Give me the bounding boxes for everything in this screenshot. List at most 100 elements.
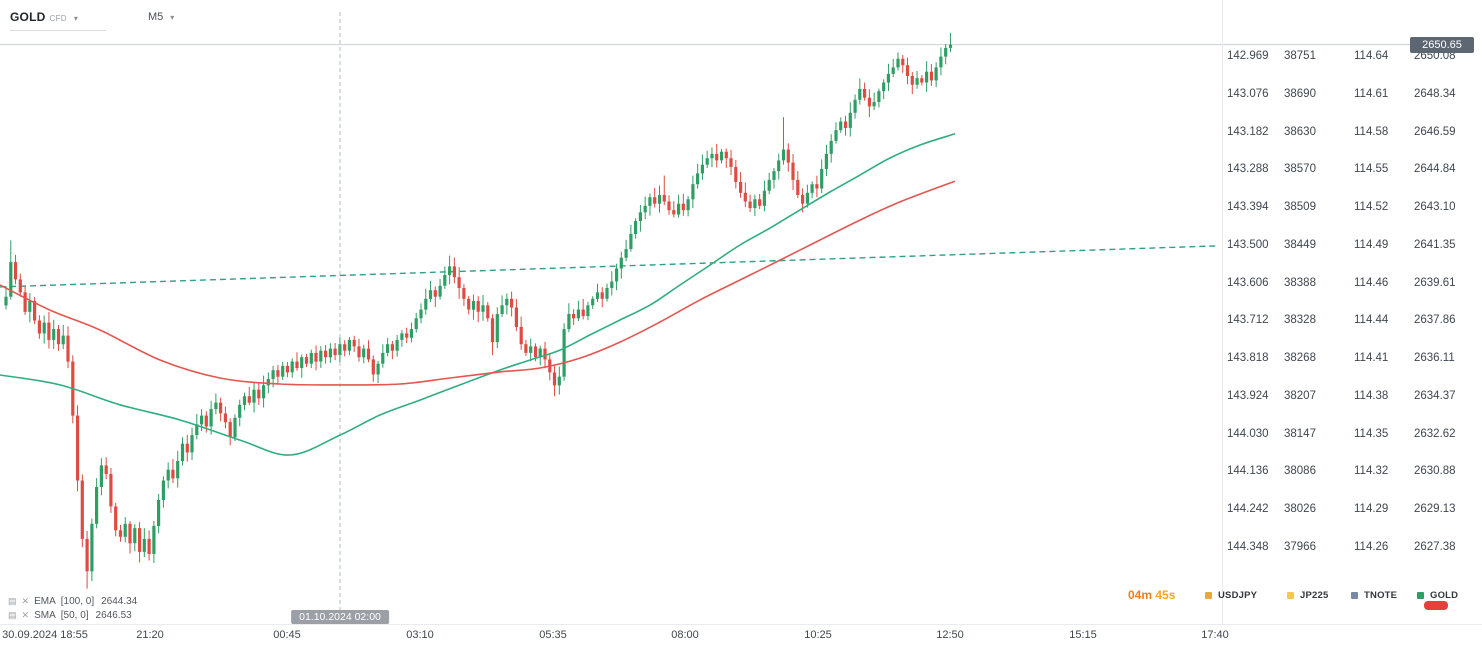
- price-axis-usdjpy[interactable]: 142.969 143.076 143.182 143.288 143.394 143.5…: [1227, 0, 1283, 624]
- price-axis-label: 38026: [1284, 503, 1316, 515]
- countdown-minutes: 04m: [1128, 588, 1153, 602]
- price-axis-label: 114.61: [1354, 88, 1389, 100]
- price-axis-jp225[interactable]: 38751 38690 38630 38570 38509 38449 38388 38328…: [1284, 0, 1340, 624]
- price-axis-label: 38570: [1284, 163, 1316, 175]
- remove-indicator-icon[interactable]: ✕: [21, 610, 30, 620]
- indicator-settings-icon[interactable]: ▤: [8, 610, 17, 620]
- overlay-line-ema-100: [0, 180, 956, 386]
- chevron-down-icon: ▾: [73, 14, 78, 23]
- price-axis-label: 144.136: [1227, 465, 1269, 477]
- indicator-value: 2644.34: [101, 596, 138, 607]
- price-axis-gold[interactable]: 2650.08 2648.34 2646.59 2644.84 2643.10 2641.…: [1414, 0, 1470, 624]
- price-axis-label: 114.41: [1354, 352, 1389, 364]
- indicator-name: SMA: [34, 610, 56, 621]
- price-axis-label: 2636.11: [1414, 352, 1455, 364]
- price-axis-label: 38268: [1284, 352, 1316, 364]
- price-axis-label: 114.35: [1354, 428, 1389, 440]
- price-axis-label: 2632.62: [1414, 428, 1456, 440]
- legend-label: JP225: [1300, 590, 1329, 601]
- indicator-value: 2646.53: [95, 610, 132, 621]
- timeframe-label: M5: [148, 11, 164, 23]
- price-axis-label: 38449: [1284, 239, 1316, 251]
- price-axis-label: 143.818: [1227, 352, 1269, 364]
- tnote-color-icon: [1351, 592, 1358, 599]
- price-axis-label: 2650.08: [1414, 50, 1456, 62]
- legend-item-jp225[interactable]: JP225: [1287, 590, 1328, 601]
- gold-alert-badge[interactable]: [1424, 601, 1448, 610]
- chevron-down-icon: ▾: [170, 12, 175, 22]
- price-axis-label: 143.394: [1227, 201, 1269, 213]
- price-axis-label: 143.182: [1227, 126, 1269, 138]
- price-axis-label: 2646.59: [1414, 126, 1456, 138]
- price-axis-label: 114.38: [1354, 390, 1389, 402]
- crosshair-datetime-badge: 01.10.2024 02:00: [291, 610, 389, 624]
- gold-color-icon: [1417, 592, 1424, 599]
- price-axis-label: 143.500: [1227, 239, 1269, 251]
- price-axis-label: 37966: [1284, 541, 1316, 553]
- time-axis-separator: [0, 624, 1482, 625]
- legend-item-usdjpy[interactable]: USDJPY: [1205, 590, 1257, 601]
- legend-label: GOLD: [1430, 590, 1459, 601]
- legend-label: USDJPY: [1218, 590, 1258, 601]
- price-axis-label: 114.52: [1354, 201, 1389, 213]
- candle-countdown-timer: 04m 45s: [1128, 588, 1175, 602]
- price-axis-label: 114.55: [1354, 163, 1389, 175]
- symbol-name: GOLD: [10, 10, 46, 24]
- price-axis-label: 38388: [1284, 277, 1316, 289]
- price-axis-label: 2634.37: [1414, 390, 1456, 402]
- chart-header: GOLD CFD ▾ M5 ▾: [10, 8, 174, 31]
- indicator-row-ema: ▤ ✕ EMA [100, 0] 2644.34: [8, 596, 137, 607]
- indicator-settings-icon[interactable]: ▤: [8, 596, 17, 606]
- instrument-type-label: CFD: [49, 14, 67, 23]
- price-axis-label: 114.29: [1354, 503, 1389, 515]
- current-price-badge: 2650.65: [1410, 37, 1474, 53]
- price-axis-label: 2643.10: [1414, 201, 1456, 213]
- price-axis-label: 143.288: [1227, 163, 1269, 175]
- price-axis-tnote[interactable]: 114.64 114.61 114.58 114.55 114.52 114.49 114.…: [1354, 0, 1410, 624]
- price-axis-label: 144.348: [1227, 541, 1269, 553]
- price-axis-label: 114.46: [1354, 277, 1389, 289]
- usdjpy-color-icon: [1205, 592, 1212, 599]
- price-axis-label: 38690: [1284, 88, 1316, 100]
- price-axis-label: 2629.13: [1414, 503, 1456, 515]
- instrument-selector[interactable]: GOLD CFD ▾: [10, 8, 106, 31]
- price-axis-label: 114.64: [1354, 50, 1389, 62]
- price-axis-label: 38207: [1284, 390, 1316, 402]
- price-axis-label: 2639.61: [1414, 277, 1456, 289]
- price-axis-label: 2637.86: [1414, 314, 1456, 326]
- legend-item-tnote[interactable]: TNOTE: [1351, 590, 1397, 601]
- price-axis-label: 143.712: [1227, 314, 1269, 326]
- price-axis-label: 144.030: [1227, 428, 1269, 440]
- price-axis-label: 38147: [1284, 428, 1316, 440]
- legend-label: TNOTE: [1364, 590, 1398, 601]
- indicator-params: [50, 0]: [60, 610, 89, 621]
- price-axis-label: 114.26: [1354, 541, 1389, 553]
- indicator-row-sma: ▤ ✕ SMA [50, 0] 2646.53: [8, 610, 132, 621]
- jp225-color-icon: [1287, 592, 1294, 599]
- price-axis-label: 114.49: [1354, 239, 1389, 251]
- price-axis-label: 114.58: [1354, 126, 1389, 138]
- legend-item-gold[interactable]: GOLD: [1417, 590, 1458, 601]
- price-axis-label: 2627.38: [1414, 541, 1456, 553]
- price-axis-label: 144.242: [1227, 503, 1269, 515]
- indicator-name: EMA: [34, 596, 56, 607]
- price-axis-label: 2644.84: [1414, 163, 1456, 175]
- price-axis-label: 143.924: [1227, 390, 1269, 402]
- countdown-seconds: 45s: [1155, 588, 1176, 602]
- price-axis-label: 38751: [1284, 50, 1316, 62]
- price-axis-label: 2648.34: [1414, 88, 1456, 100]
- price-axis-label: 114.44: [1354, 314, 1389, 326]
- price-axis-label: 2630.88: [1414, 465, 1456, 477]
- timeframe-selector[interactable]: M5 ▾: [148, 8, 174, 23]
- price-axis-label: 143.076: [1227, 88, 1269, 100]
- price-axis-label: 143.606: [1227, 277, 1269, 289]
- price-axis-label: 38630: [1284, 126, 1316, 138]
- price-axis-label: 142.969: [1227, 50, 1269, 62]
- price-axis-label: 38328: [1284, 314, 1316, 326]
- price-axis-label: 114.32: [1354, 465, 1389, 477]
- remove-indicator-icon[interactable]: ✕: [21, 596, 30, 606]
- price-axis-label: 38509: [1284, 201, 1316, 213]
- price-axis-label: 2641.35: [1414, 239, 1456, 251]
